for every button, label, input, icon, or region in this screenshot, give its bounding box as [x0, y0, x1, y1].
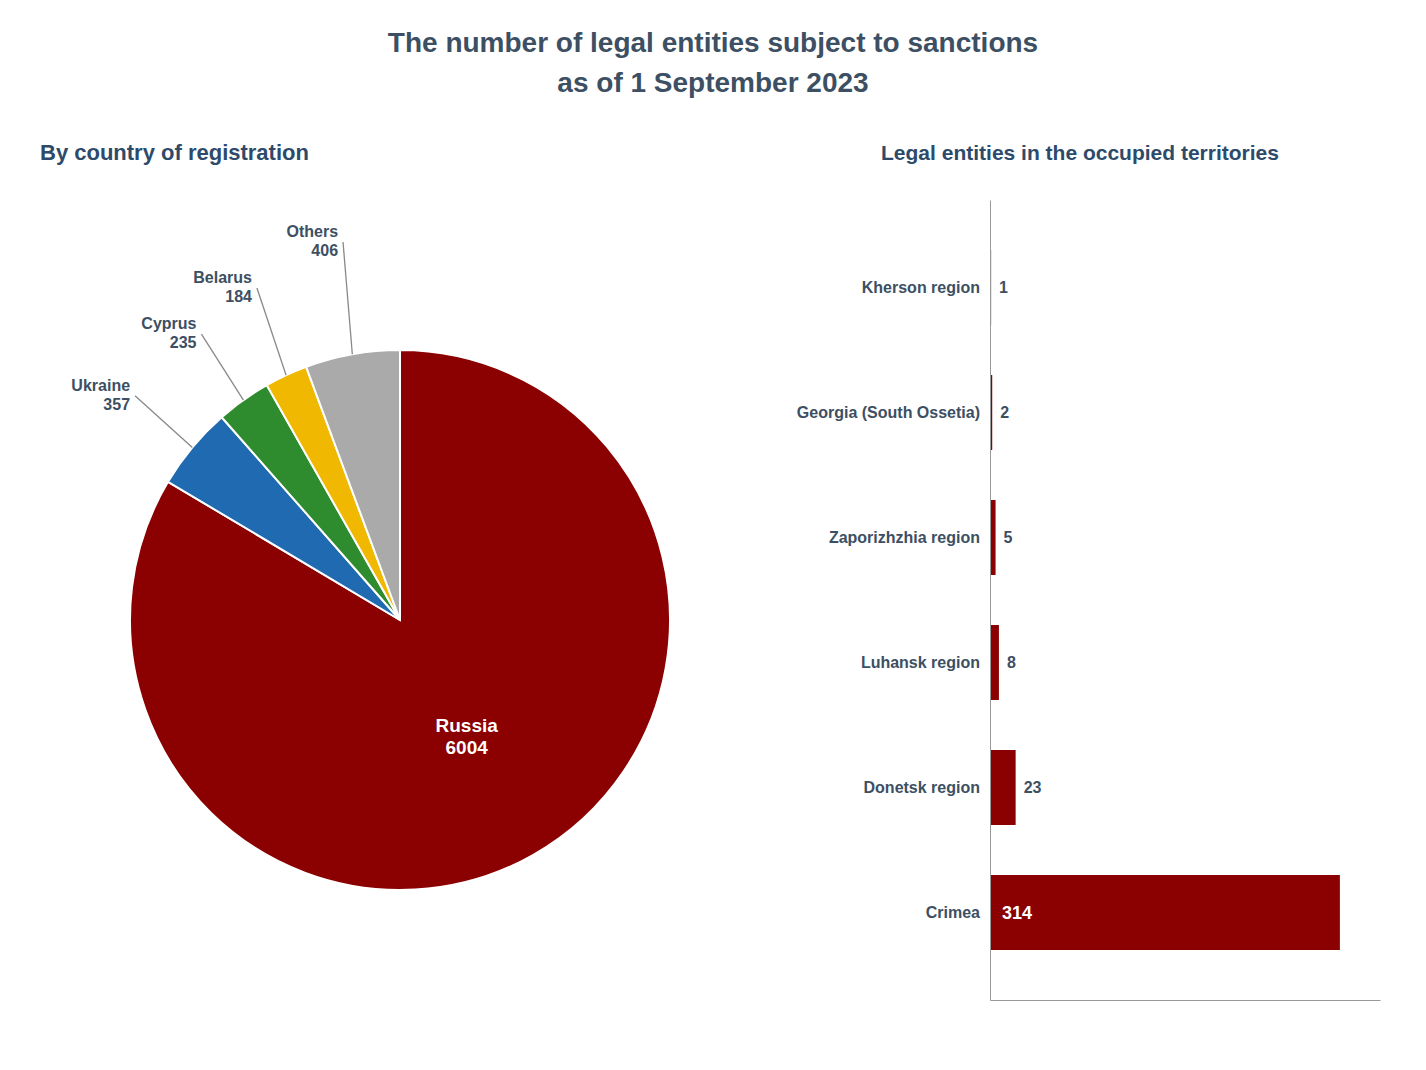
- bar-title: Legal entities in the occupied territori…: [881, 141, 1279, 164]
- tick-label: Georgia (South Ossetia): [797, 404, 980, 421]
- data-label: 1: [999, 279, 1008, 296]
- data-label-name: Ukraine: [71, 377, 130, 394]
- data-label-value: 6004: [446, 737, 489, 758]
- bar: [990, 875, 1340, 950]
- x-axis: [991, 1000, 1381, 1001]
- pie-slice: [306, 350, 400, 620]
- tick: Georgia (South Ossetia): [797, 404, 990, 421]
- data-label: Cyprus 235: [141, 315, 196, 351]
- data-label: Belarus 184: [193, 269, 252, 305]
- data-label: 5: [1004, 529, 1013, 546]
- bar: [990, 750, 1016, 825]
- tick-label: Crimea: [926, 904, 980, 921]
- data-label-value: 235: [170, 334, 197, 351]
- data-label: 23: [1024, 779, 1042, 796]
- data-label: 314: [1002, 903, 1032, 923]
- tick: Luhansk region: [861, 654, 990, 671]
- tick: Kherson region: [862, 279, 990, 296]
- data-label: Others 406: [286, 223, 338, 259]
- data-label: 2: [1000, 404, 1009, 421]
- bars: [990, 250, 1340, 950]
- title: The number of legal entities subject to …: [388, 27, 1038, 58]
- data-label: Russia6004: [436, 715, 499, 759]
- leader-line: [343, 242, 352, 354]
- leader-line: [257, 288, 286, 375]
- leader-line: [201, 334, 243, 400]
- data-label-value: 406: [311, 242, 338, 259]
- tick-label: Kherson region: [862, 279, 980, 296]
- axis-line: [990, 201, 991, 1001]
- pie: Russia6004 Ukraine 357 Cyprus 235 Belarus 184 O…: [71, 223, 670, 890]
- pie-slice: [130, 350, 670, 890]
- subtitle: as of 1 September 2023: [557, 67, 868, 98]
- y-axis: Kherson region Georgia (South Ossetia) Zap…: [797, 201, 991, 1001]
- tick-label: Luhansk region: [861, 654, 980, 671]
- data-label-name: Cyprus: [141, 315, 196, 332]
- axis-line: [991, 1000, 1381, 1001]
- slices: [130, 350, 670, 890]
- leader-line: [135, 396, 192, 448]
- data-label-name: Belarus: [193, 269, 252, 286]
- data-label-value: 357: [103, 396, 130, 413]
- data-label: Ukraine 357: [71, 377, 130, 413]
- bar: [990, 625, 999, 700]
- data-labels: 1 2 5 8 23 314: [999, 279, 1041, 923]
- pie-title: By country of registration: [40, 140, 309, 165]
- tick: Crimea: [926, 904, 990, 921]
- data-label-value: 184: [225, 288, 252, 305]
- chart-canvas: The number of legal entities subject to …: [0, 0, 1426, 1070]
- tick: Zaporizhzhia region: [829, 529, 990, 546]
- tick-label: Zaporizhzhia region: [829, 529, 980, 546]
- tick: Donetsk region: [864, 779, 990, 796]
- data-label-name: Others: [286, 223, 338, 240]
- data-label: 8: [1007, 654, 1016, 671]
- data-label-name: Russia: [436, 715, 499, 736]
- tick-label: Donetsk region: [864, 779, 980, 796]
